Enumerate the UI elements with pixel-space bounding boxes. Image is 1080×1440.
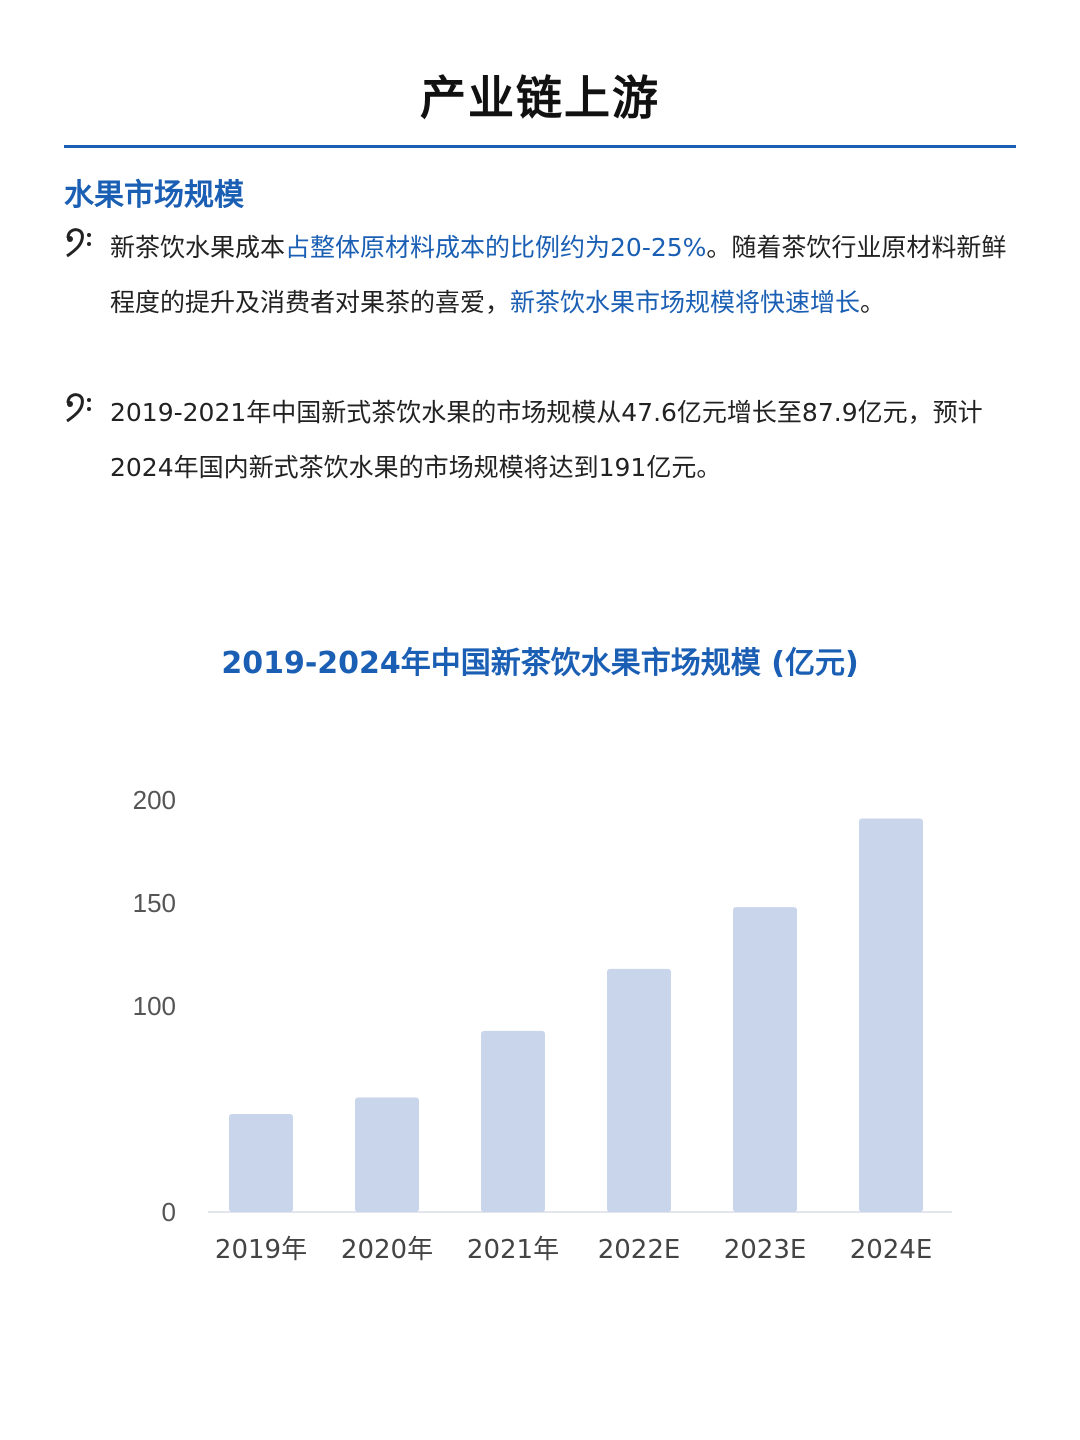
bar	[607, 968, 671, 1212]
y-tick-label: 150	[133, 888, 176, 918]
y-tick-label: 200	[133, 785, 176, 815]
bullet-text: 2019-2021年中国新式茶饮水果的市场规模从47.6亿元增长至87.9亿元，…	[110, 385, 1024, 495]
bullet-item-fruit-cost: 新茶饮水果成本占整体原材料成本的比例约为20-25%。随着茶饮行业原材料新鲜程度…	[64, 220, 1024, 330]
x-tick-label: 2021年	[467, 1235, 559, 1265]
body-text: 。随着茶饮行业原材料新鲜程度的提升及消费者对果茶的喜爱，	[110, 233, 1007, 317]
bar	[355, 1097, 419, 1212]
chart-bars	[229, 818, 923, 1212]
title-divider	[64, 145, 1016, 148]
bullet-item-market-size: 2019-2021年中国新式茶饮水果的市场规模从47.6亿元增长至87.9亿元，…	[64, 385, 1024, 495]
chart-labels: 2019年 2020年 2021年 2022E 2023E 2024E	[215, 1235, 932, 1265]
x-tick-label: 2024E	[850, 1235, 933, 1265]
chart-title: 2019-2024年中国新茶饮水果市场规模 (亿元)	[221, 646, 859, 681]
bullet-text: 新茶饮水果成本占整体原材料成本的比例约为20-25%。随着茶饮行业原材料新鲜程度…	[110, 220, 1024, 330]
x-tick-label: 2020年	[341, 1235, 433, 1265]
body-text: 新茶饮水果成本	[110, 233, 286, 262]
highlight-text: 新茶饮水果市场规模将快速增长	[510, 288, 861, 317]
bar	[229, 1113, 293, 1212]
bar	[733, 907, 797, 1212]
body-text: 。	[860, 288, 886, 317]
bar	[481, 1030, 545, 1212]
y-tick-label: 0	[162, 1197, 176, 1227]
x-tick-label: 2023E	[724, 1235, 807, 1265]
bar	[859, 818, 923, 1212]
body-text: 2019-2021年中国新式茶饮水果的市场规模从47.6亿元增长至87.9亿元，…	[110, 398, 983, 482]
x-tick-label: 2022E	[598, 1235, 681, 1265]
market-size-bar-chart: 0 100 150 200 2019年 2020年 2021年 2022E 2023E 2024…	[133, 785, 952, 1265]
section-heading: 水果市场规模	[64, 178, 244, 213]
chart-axis: 0 100 150 200	[133, 785, 952, 1227]
highlight-text: 占整体原材料成本的比例约为20-25%	[285, 233, 707, 262]
x-tick-label: 2019年	[215, 1235, 307, 1265]
bass-clef-icon	[66, 393, 91, 423]
page-title: 产业链上游	[420, 71, 660, 125]
bass-clef-icon	[66, 228, 91, 258]
y-tick-label: 100	[133, 991, 176, 1021]
